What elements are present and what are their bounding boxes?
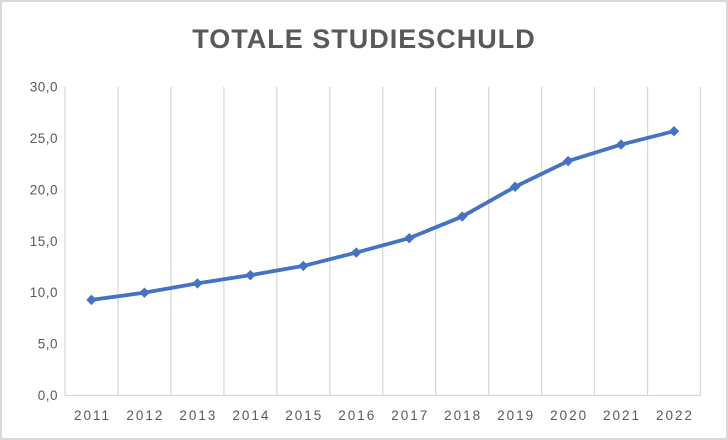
data-point-marker — [668, 126, 680, 137]
x-axis-tick-label: 2016 — [338, 408, 376, 423]
y-axis-tick-label: 15,0 — [30, 234, 58, 249]
data-point-marker — [192, 278, 203, 289]
data-point-marker — [456, 211, 468, 222]
data-point-marker — [245, 269, 256, 281]
x-axis-tick-label: 2015 — [285, 408, 323, 423]
data-point-marker — [615, 139, 627, 150]
y-axis-tick-label: 10,0 — [30, 285, 58, 300]
data-point-marker — [351, 247, 362, 258]
x-axis-tick-label: 2012 — [126, 408, 164, 423]
y-axis-tick-label: 5,0 — [38, 337, 58, 352]
x-axis-tick-label: 2013 — [179, 408, 217, 423]
chart-title: TOTALE STUDIESCHULD — [192, 24, 536, 54]
x-axis-tick-label: 2019 — [497, 408, 535, 423]
data-point-marker — [86, 294, 97, 306]
x-axis-tick-label: 2011 — [74, 408, 111, 423]
data-point-marker — [139, 287, 150, 298]
x-axis-tick-label: 2020 — [550, 408, 588, 423]
data-point-marker — [509, 181, 521, 192]
x-axis-tick-label: 2018 — [444, 408, 482, 423]
y-axis-tick-label: 25,0 — [30, 131, 58, 146]
data-point-marker — [404, 232, 415, 244]
series-line — [89, 129, 676, 302]
y-axis-tick-label: 30,0 — [30, 80, 58, 95]
data-point-marker — [298, 260, 309, 272]
x-axis-tick-label: 2021 — [603, 408, 641, 423]
x-axis-tick-label: 2014 — [232, 408, 270, 423]
x-axis-tick-label: 2017 — [391, 408, 429, 423]
y-axis-tick-label: 0,0 — [38, 388, 58, 403]
data-point-marker — [562, 155, 574, 167]
x-axis-tick-label: 2022 — [656, 408, 694, 423]
y-axis-tick-label: 20,0 — [30, 182, 58, 197]
